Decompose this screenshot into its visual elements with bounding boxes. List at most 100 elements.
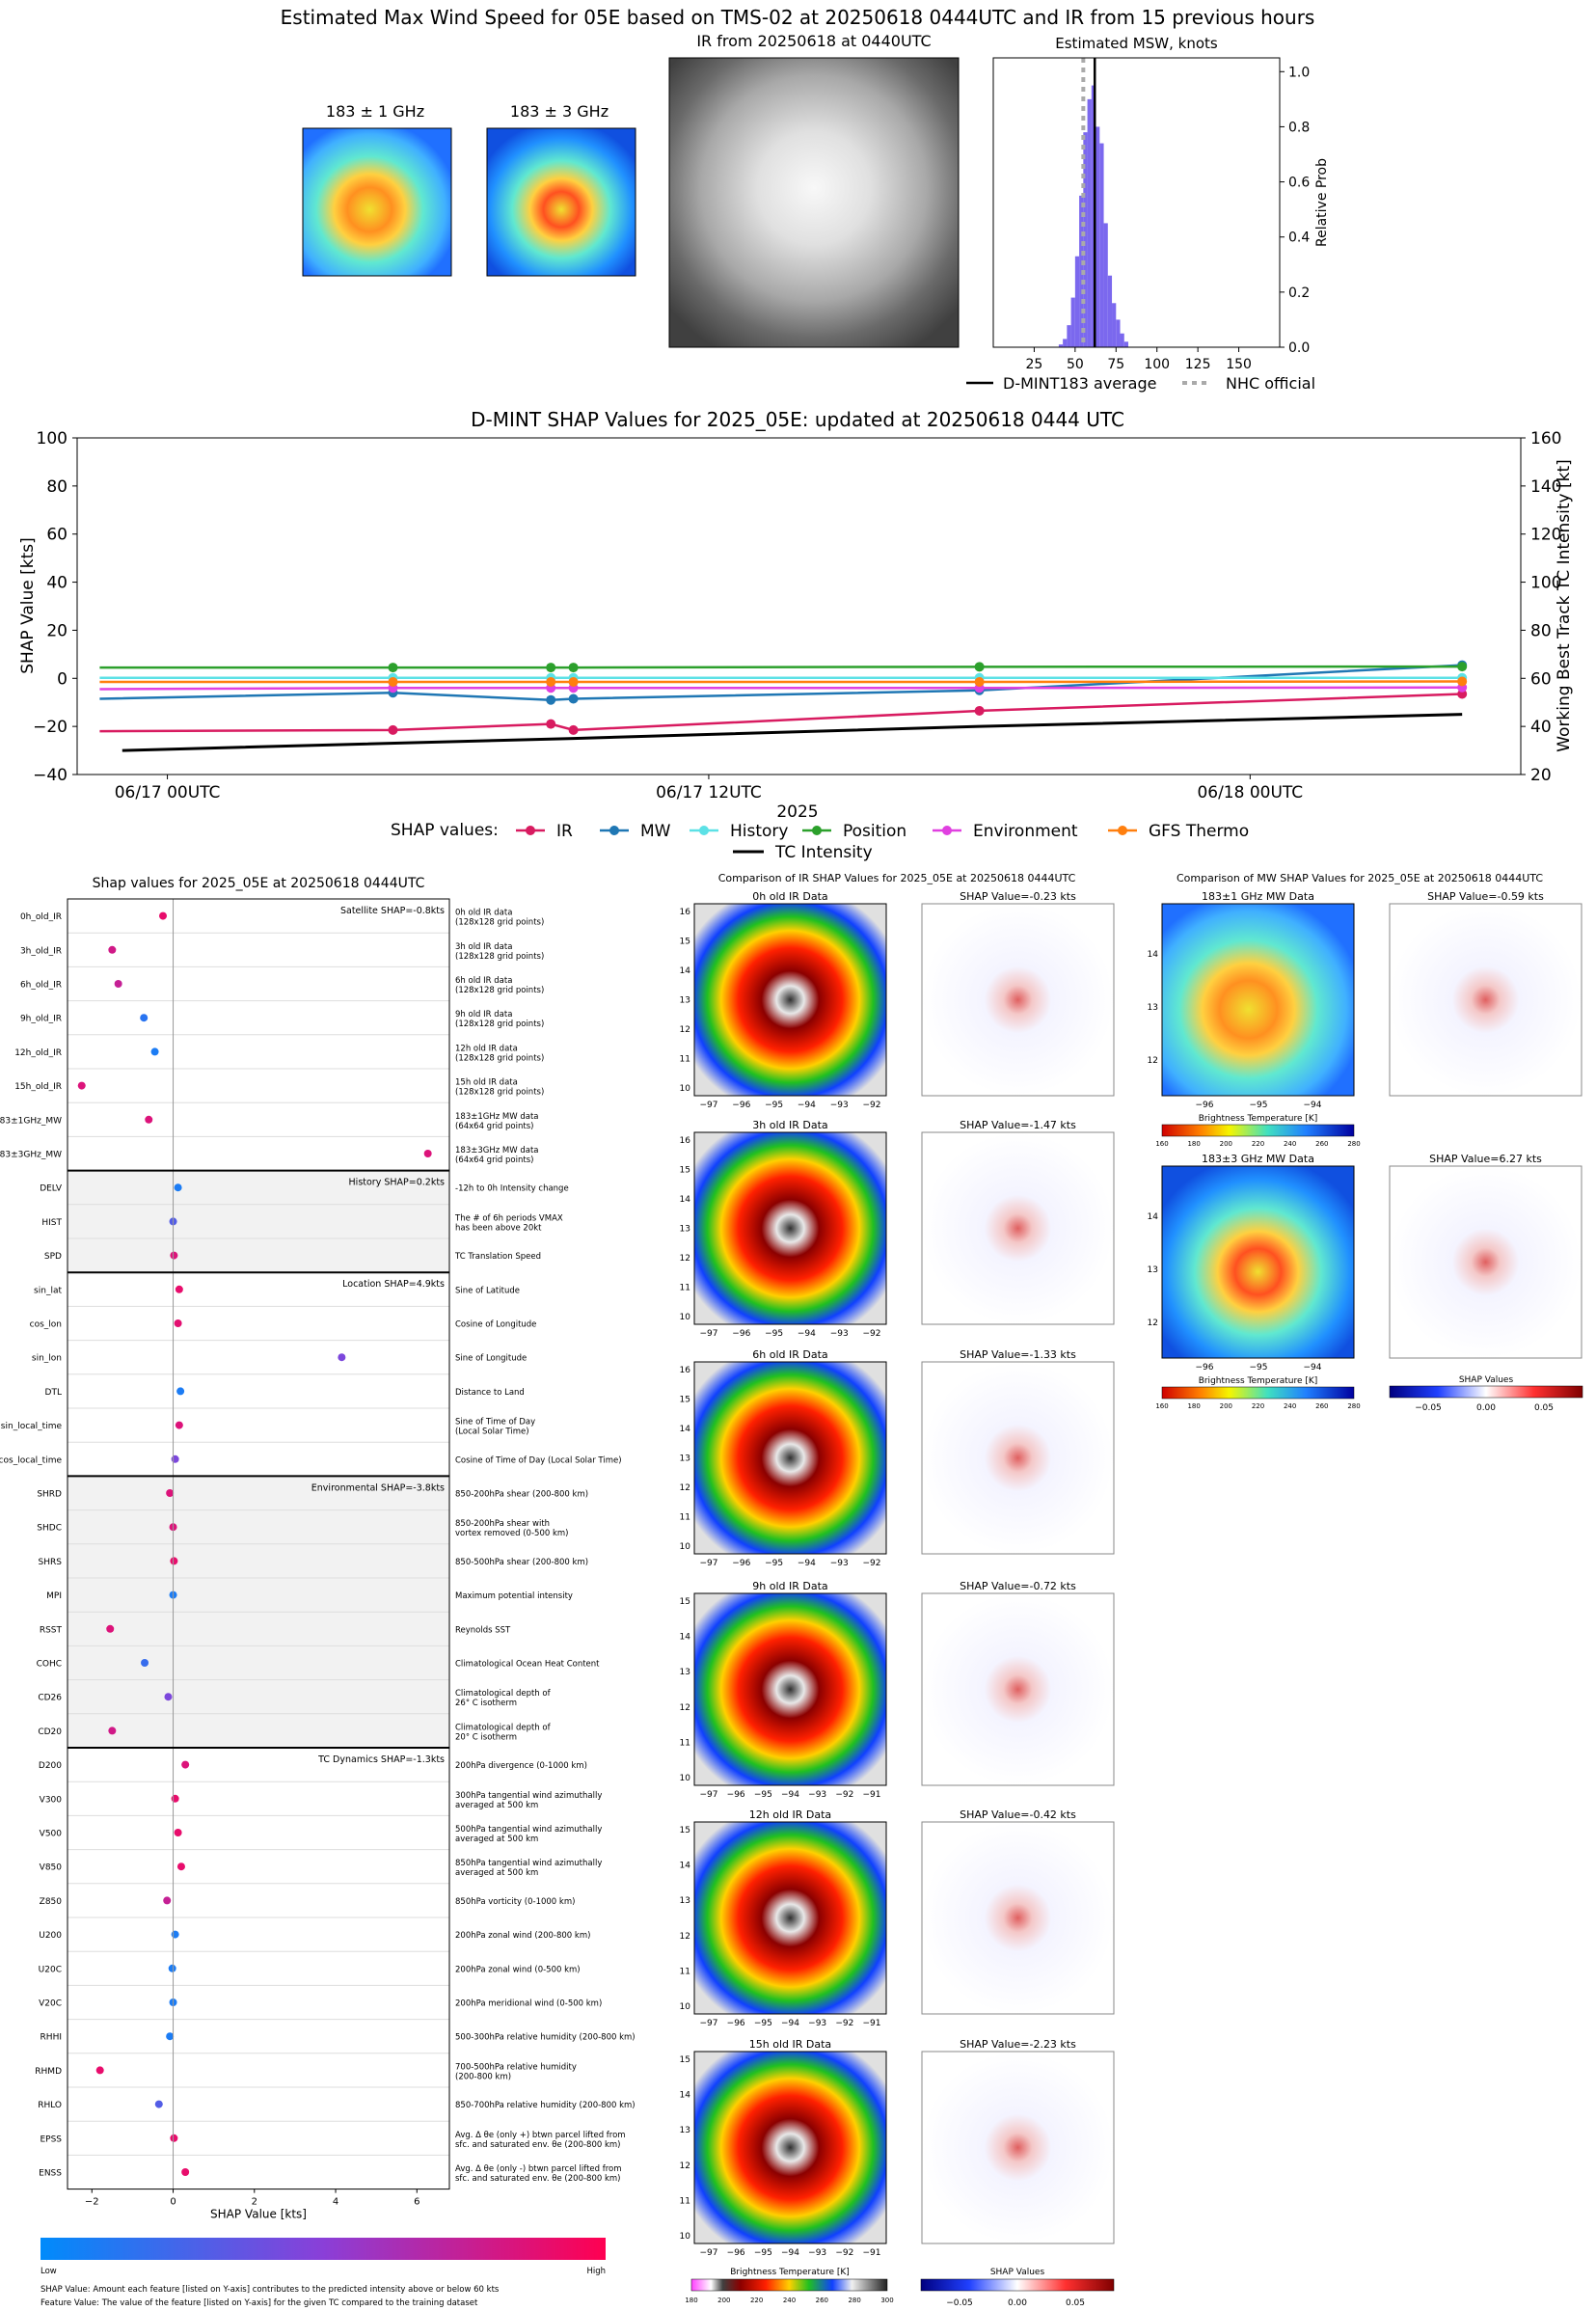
mw-y-tick-label: 13 bbox=[1148, 1003, 1158, 1013]
ir-x-tick-label: −92 bbox=[863, 1329, 881, 1339]
mw-bt-colorbar bbox=[1161, 1124, 1355, 1137]
ir-shap-colorbar bbox=[920, 2278, 1115, 2292]
histogram-bar bbox=[1116, 319, 1121, 347]
ir-x-tick-label: −95 bbox=[765, 1559, 783, 1568]
shap-dot bbox=[77, 1081, 86, 1090]
ir-shap-image bbox=[921, 903, 1115, 1097]
ir-title: IR from 20250618 at 0440UTC bbox=[696, 32, 931, 50]
series-point bbox=[568, 663, 579, 673]
x-tick-label: 75 bbox=[1107, 357, 1124, 372]
beeswarm-frame bbox=[67, 898, 450, 2190]
x-tick-label: 4 bbox=[333, 2197, 338, 2208]
feature-name: EPSS bbox=[40, 2134, 62, 2144]
legend-title: SHAP values: bbox=[391, 821, 499, 840]
legend-dmint-label: D-MINT183 average bbox=[1003, 374, 1156, 393]
shap-dot bbox=[106, 1624, 115, 1633]
histogram-ylabel: Relative Prob bbox=[1314, 158, 1330, 247]
feature-description: sfc. and saturated env. θe (200-800 km) bbox=[455, 2174, 621, 2184]
feature-name: 9h_old_IR bbox=[20, 1015, 62, 1024]
footnote-shap: SHAP Value: Amount each feature [listed … bbox=[41, 2285, 500, 2295]
ir-y-tick-label: 14 bbox=[680, 2091, 691, 2101]
mw-x-tick-label: −96 bbox=[1196, 1101, 1214, 1110]
colorbar-low-label: Low bbox=[41, 2267, 57, 2276]
feature-description: Climatological depth of bbox=[455, 1689, 552, 1699]
mw-bt-tick: 260 bbox=[1315, 1140, 1328, 1148]
shap-dot bbox=[171, 1930, 179, 1939]
mw-bt-tick: 220 bbox=[1252, 1140, 1264, 1148]
ir-y-tick-label: 11 bbox=[680, 1738, 690, 1748]
shap-dot bbox=[176, 1862, 185, 1871]
mw-shap-title: SHAP Value=6.27 kts bbox=[1429, 1153, 1542, 1165]
ir-x-tick-label: −92 bbox=[835, 1790, 853, 1800]
ir-shap-image bbox=[921, 1131, 1115, 1325]
feature-description: Avg. Δ θe (only -) btwn parcel lifted fr… bbox=[455, 2164, 622, 2174]
feature-description: Cosine of Longitude bbox=[455, 1320, 536, 1330]
timeseries-xlabel: 2025 bbox=[776, 802, 818, 822]
feature-name: 6h_old_IR bbox=[20, 981, 62, 991]
feature-name: 15h_old_IR bbox=[14, 1082, 62, 1092]
feature-description: (Local Solar Time) bbox=[455, 1427, 529, 1437]
x-tick-label: 06/17 00UTC bbox=[115, 783, 221, 802]
feature-description: (128x128 grid points) bbox=[455, 1088, 544, 1098]
feature-description: (128x128 grid points) bbox=[455, 1020, 544, 1029]
histogram-bar bbox=[1103, 223, 1108, 347]
mw-bt-colorbar bbox=[1161, 1386, 1355, 1400]
feature-description: 500-300hPa relative humidity (200-800 km… bbox=[455, 2033, 636, 2043]
ir-x-tick-label: −96 bbox=[727, 2019, 745, 2028]
ir-x-tick-label: −91 bbox=[863, 2019, 881, 2028]
series-point bbox=[1457, 662, 1468, 672]
ir-bt-tick: 300 bbox=[880, 2297, 893, 2304]
msw-histogram: Estimated MSW, knots 25 50 75 100 125 150 0.0 0.… bbox=[966, 35, 1330, 393]
series-line-mw bbox=[99, 664, 1463, 701]
x-tick-label: 150 bbox=[1226, 357, 1252, 372]
beeswarm-xlabel: SHAP Value [kts] bbox=[210, 2208, 307, 2221]
ir-panel-image bbox=[693, 903, 887, 1097]
series-point bbox=[568, 677, 579, 688]
ir-y-tick-label: 10 bbox=[680, 2002, 691, 2012]
ir-x-tick-label: −97 bbox=[700, 2248, 718, 2258]
feature-name: 183±1GHz_MW bbox=[0, 1116, 62, 1126]
ir-x-tick-label: −96 bbox=[732, 1559, 750, 1568]
mw-x-tick-label: −95 bbox=[1250, 1101, 1268, 1110]
shap-feature-plot: Shap values for 2025_05E at 20250618 044… bbox=[0, 876, 636, 2308]
ir-x-tick-label: −94 bbox=[781, 1790, 799, 1800]
ir-panel-image bbox=[693, 1592, 887, 1786]
ir-y-tick-label: 15 bbox=[680, 1597, 690, 1607]
ir-y-tick-label: 12 bbox=[680, 1254, 690, 1264]
ir-shap-title: SHAP Value=-2.23 kts bbox=[960, 2038, 1076, 2051]
mw-y-tick-label: 12 bbox=[1148, 1319, 1158, 1328]
main-title: Estimated Max Wind Speed for 05E based o… bbox=[281, 6, 1315, 29]
footnote-feature: Feature Value: The value of the feature … bbox=[41, 2298, 478, 2308]
feature-description: Climatological depth of bbox=[455, 1723, 552, 1732]
mw-shap-colorbar bbox=[1389, 1385, 1583, 1399]
histogram-bar bbox=[1107, 275, 1113, 347]
feature-description: vortex removed (0-500 km) bbox=[455, 1529, 568, 1538]
series-point bbox=[568, 724, 579, 735]
ir-panel-title: 12h old IR Data bbox=[749, 1808, 831, 1821]
shap-dot bbox=[166, 2032, 175, 2041]
y2-tick-label: 40 bbox=[1530, 718, 1552, 737]
feature-name: DELV bbox=[40, 1184, 63, 1194]
ir-x-tick-label: −96 bbox=[732, 1329, 750, 1339]
legend-nhc-label: NHC official bbox=[1226, 374, 1315, 393]
histogram-bar bbox=[1083, 132, 1088, 347]
shap-dot bbox=[170, 1251, 178, 1260]
ir-x-tick-label: −91 bbox=[863, 1790, 881, 1800]
y2-tick-label: 60 bbox=[1530, 669, 1552, 689]
ir-x-tick-label: −97 bbox=[700, 1790, 718, 1800]
feature-description: 183±1GHz MW data bbox=[455, 1112, 538, 1122]
shap-dot bbox=[164, 1693, 173, 1701]
feature-description: (128x128 grid points) bbox=[455, 918, 544, 928]
y2-tick-label: 20 bbox=[1530, 766, 1552, 785]
shap-dot bbox=[181, 1760, 190, 1769]
feature-name: CD20 bbox=[38, 1727, 62, 1737]
feature-description: Sine of Time of Day bbox=[455, 1418, 535, 1427]
feature-name: V300 bbox=[40, 1795, 63, 1805]
group-label: TC Dynamics SHAP=-1.3kts bbox=[317, 1754, 445, 1765]
ir-y-tick-label: 10 bbox=[680, 1313, 691, 1322]
shap-dot bbox=[140, 1014, 149, 1022]
feature-description: has been above 20kt bbox=[455, 1223, 542, 1233]
y-tick-label: 60 bbox=[46, 526, 68, 545]
feature-name: Z850 bbox=[40, 1897, 63, 1907]
histogram-bar bbox=[1112, 303, 1117, 347]
